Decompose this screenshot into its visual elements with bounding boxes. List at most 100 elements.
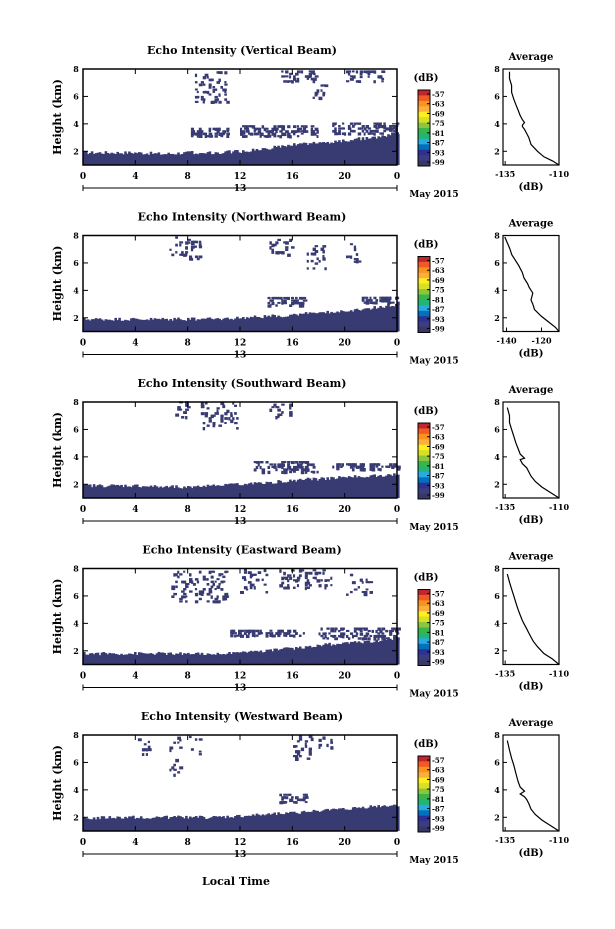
- echo-cell: [185, 246, 188, 250]
- echo-cell: [351, 463, 355, 466]
- echo-cell: [88, 653, 92, 665]
- echo-cell: [210, 318, 214, 332]
- echo-cell: [210, 585, 214, 589]
- avg-title: Average: [508, 718, 554, 729]
- echo-cell: [334, 634, 337, 638]
- echo-cell: [355, 808, 359, 831]
- echo-cell: [206, 578, 209, 581]
- echo-cell: [194, 153, 198, 165]
- echo-cell: [291, 461, 295, 465]
- echo-cell: [369, 301, 373, 304]
- echo-cell: [293, 755, 297, 758]
- echo-cell: [173, 773, 176, 777]
- echo-cell: [283, 299, 287, 303]
- echo-cell: [289, 80, 292, 83]
- colorbar-segment: [418, 777, 430, 784]
- echo-cell: [361, 591, 365, 593]
- echo-cell: [118, 153, 121, 165]
- echo-cell: [106, 319, 110, 332]
- echo-cell: [287, 465, 290, 469]
- echo-cell: [190, 258, 194, 261]
- echo-cell: [206, 484, 210, 498]
- echo-cell: [255, 149, 259, 165]
- echo-cell: [281, 70, 284, 73]
- echo-cell: [139, 652, 143, 665]
- echo-cell: [183, 320, 186, 332]
- echo-cell: [126, 320, 129, 332]
- echo-cell: [192, 816, 196, 831]
- echo-cell: [202, 132, 206, 136]
- echo-cell: [359, 468, 364, 472]
- echo-cell: [198, 815, 202, 831]
- echo-cell: [324, 632, 327, 635]
- echo-cell: [277, 125, 281, 128]
- echo-cell: [137, 319, 141, 332]
- echo-cell: [216, 816, 220, 831]
- echo-cell: [367, 127, 372, 130]
- echo-cell: [318, 96, 323, 101]
- echo-cell: [281, 465, 284, 470]
- echo-cell: [255, 813, 259, 831]
- echo-cell: [253, 468, 257, 472]
- colorbar-tick-label: -57: [432, 756, 445, 765]
- echo-cell: [346, 593, 349, 596]
- echo-cell: [245, 588, 249, 591]
- echo-cell: [347, 643, 351, 665]
- echo-cell: [342, 122, 345, 125]
- echo-cell: [271, 132, 274, 136]
- echo-cell: [189, 654, 192, 665]
- echo-cell: [100, 319, 104, 332]
- echo-cell: [296, 135, 300, 138]
- echo-cell: [85, 654, 88, 665]
- colorbar-tick-label: -99: [432, 658, 445, 667]
- echo-cell: [371, 642, 375, 665]
- echo-cell: [377, 307, 380, 332]
- echo-cell: [279, 480, 282, 498]
- y-axis-label: Height (km): [51, 79, 64, 155]
- echo-cell: [242, 576, 246, 580]
- echo-cell: [243, 568, 247, 572]
- avg-x-label: (dB): [519, 182, 544, 193]
- echo-cell: [291, 145, 294, 165]
- colorbar-unit: (dB): [414, 573, 439, 584]
- echo-cell: [293, 77, 297, 81]
- avg-y-tick-label: 2: [494, 313, 500, 323]
- echo-cell: [181, 590, 185, 593]
- echo-cell: [251, 651, 255, 665]
- echo-cell: [298, 304, 303, 308]
- echo-cell: [216, 412, 219, 415]
- echo-cell: [226, 150, 229, 165]
- echo-cell: [295, 145, 298, 165]
- echo-cell: [265, 316, 269, 332]
- echo-cell: [291, 481, 294, 498]
- echo-cell: [314, 647, 318, 665]
- echo-cell: [289, 314, 292, 332]
- echo-cell: [226, 130, 230, 133]
- y-tick-label: 8: [73, 231, 79, 241]
- echo-cell: [312, 809, 316, 831]
- echo-cell: [228, 817, 231, 831]
- echo-cell: [306, 646, 310, 665]
- echo-cell: [367, 138, 371, 165]
- echo-cell: [304, 584, 308, 587]
- echo-cell: [322, 569, 326, 572]
- echo-cell: [271, 148, 274, 165]
- echo-cell: [149, 818, 153, 831]
- echo-cell: [139, 152, 143, 165]
- echo-cell: [243, 483, 247, 498]
- echo-cell: [385, 465, 389, 468]
- echo-cell: [196, 319, 200, 332]
- echo-cell: [202, 100, 205, 104]
- avg-x-label: (dB): [519, 682, 544, 693]
- echo-cell: [293, 634, 296, 638]
- echo-cell: [177, 406, 181, 409]
- echo-cell: [128, 653, 131, 665]
- echo-cell: [340, 632, 344, 636]
- echo-cell: [194, 88, 198, 91]
- echo-cell: [200, 404, 205, 409]
- echo-cell: [281, 145, 284, 165]
- echo-cell: [196, 154, 200, 165]
- echo-cell: [141, 486, 145, 498]
- echo-cell: [302, 142, 306, 165]
- avg-x-tick-label: -110: [549, 169, 569, 179]
